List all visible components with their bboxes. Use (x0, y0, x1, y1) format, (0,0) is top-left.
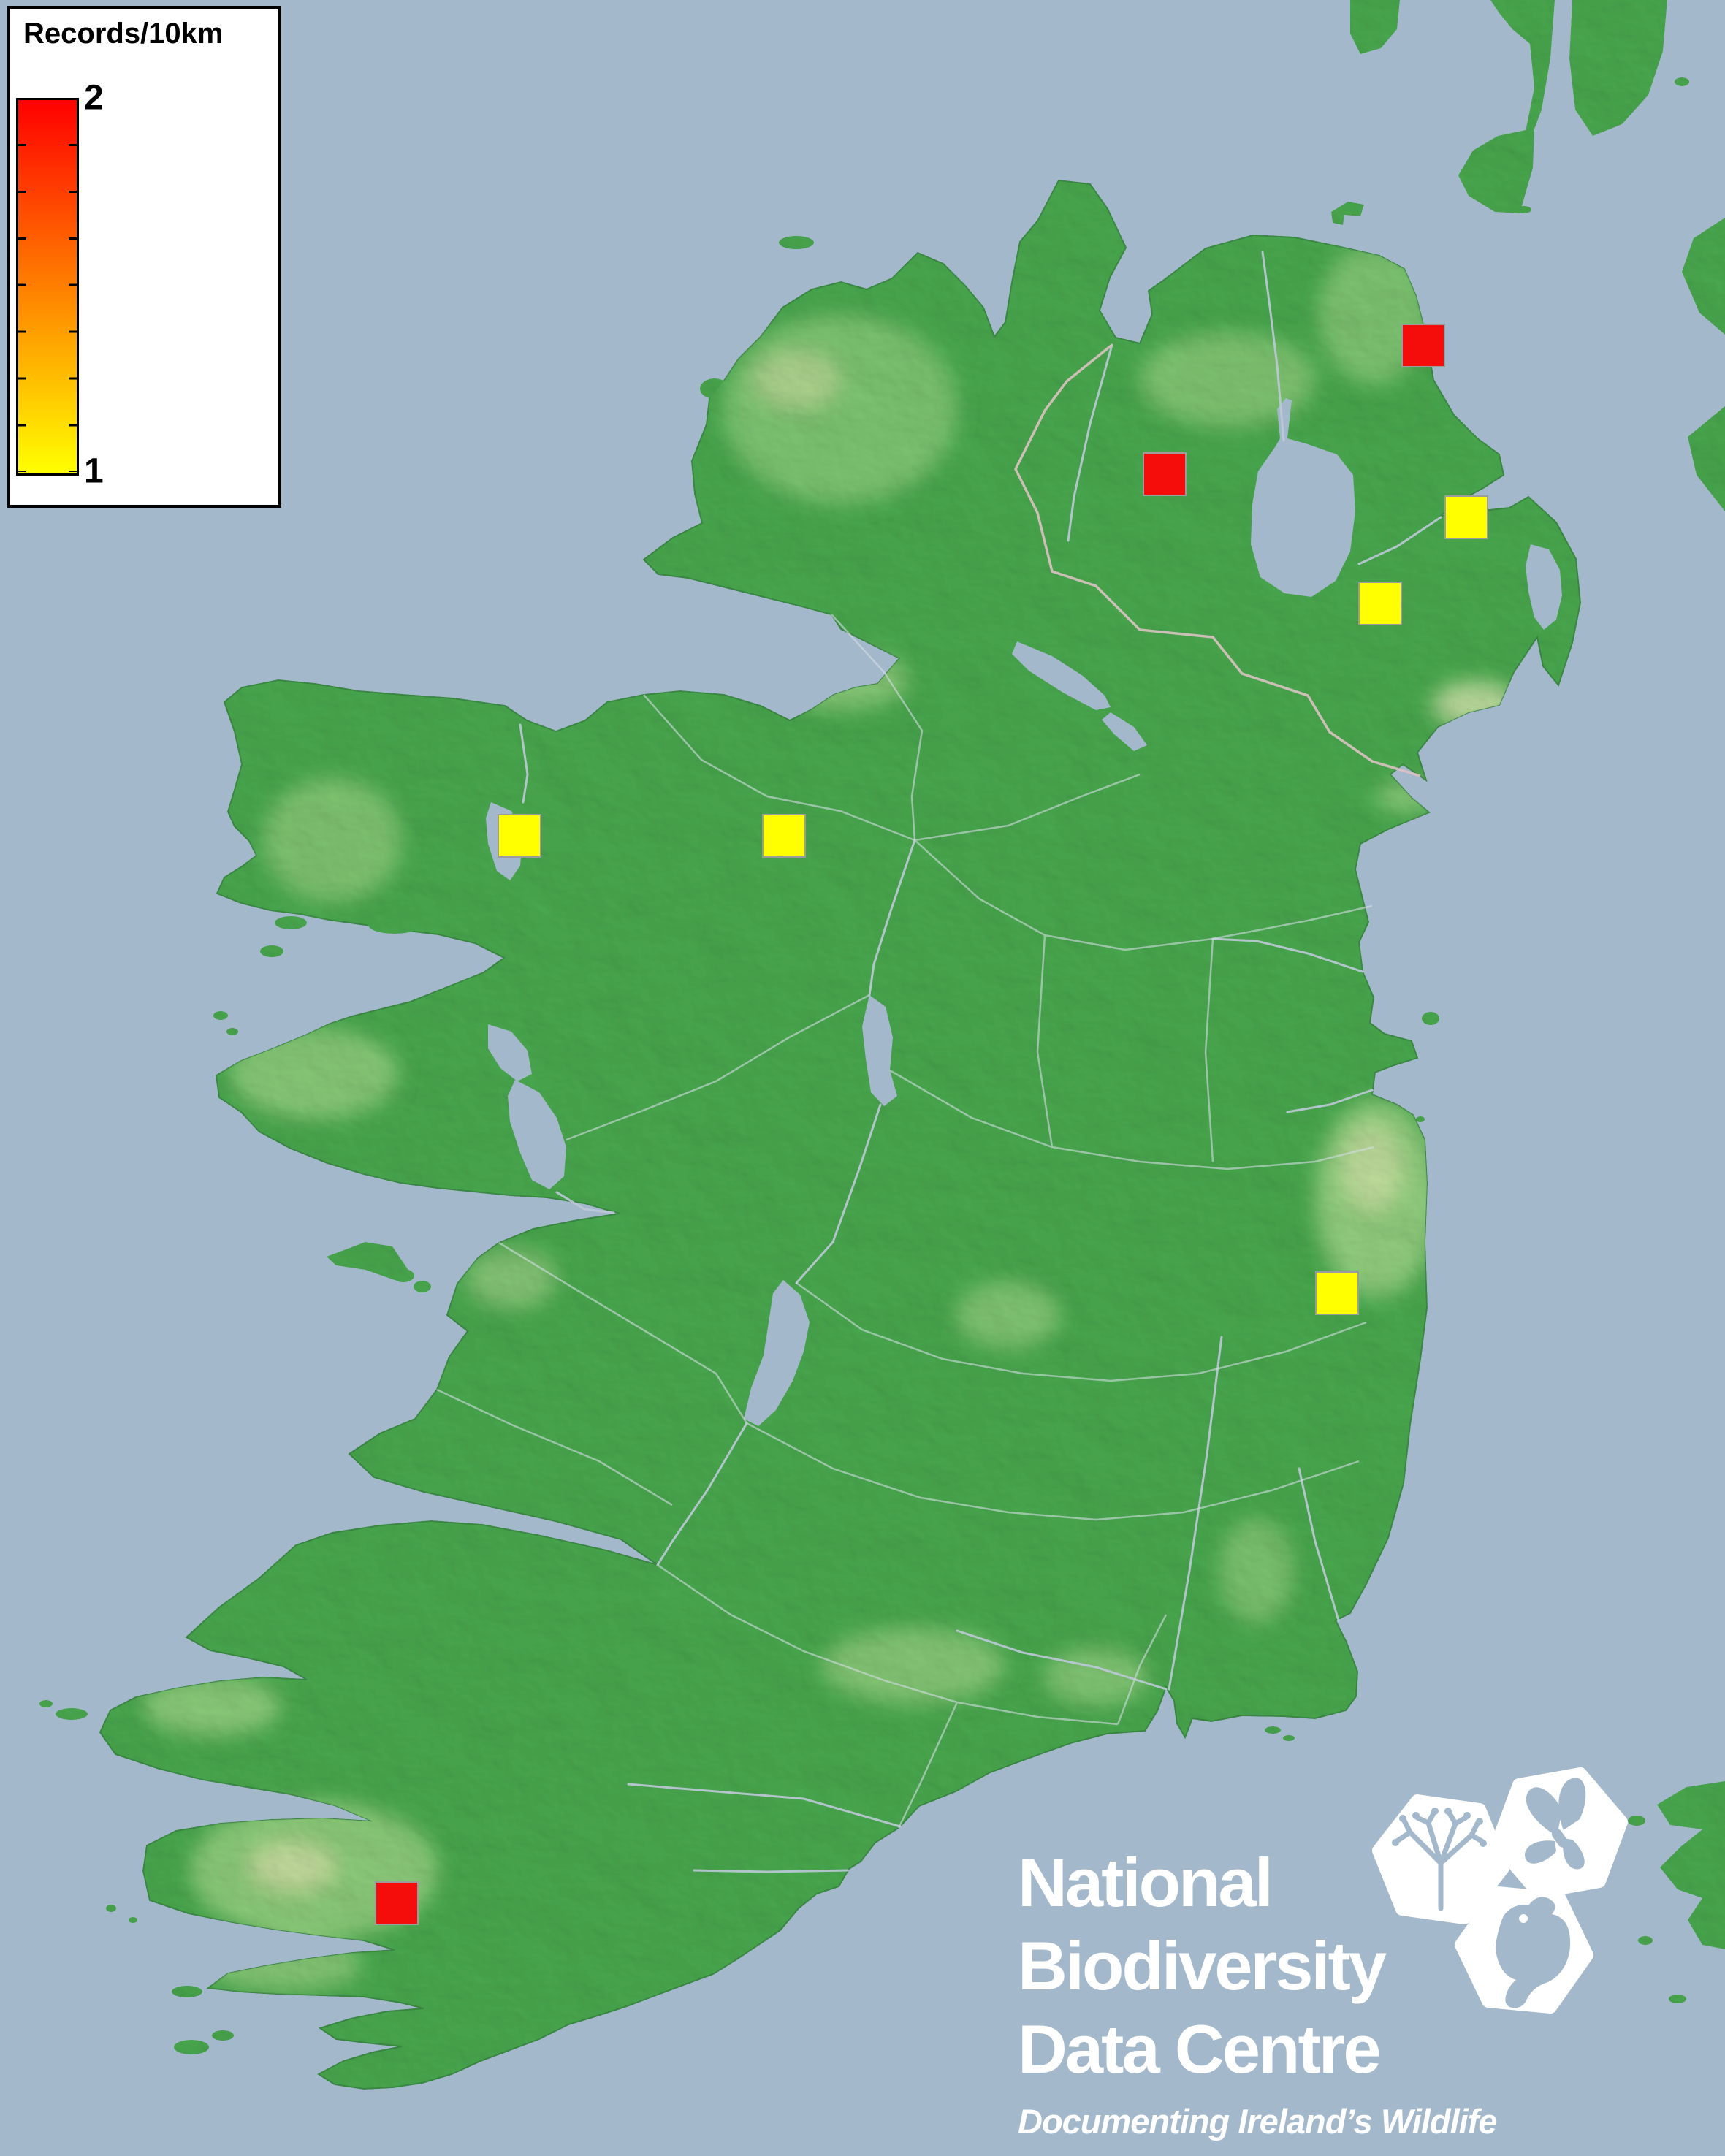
record-square-yellow[interactable] (498, 814, 541, 858)
record-square-yellow[interactable] (1358, 582, 1402, 625)
logo-line-1: National (1018, 1844, 1273, 1921)
lough-erne (1012, 641, 1111, 710)
scotland-coast (1350, 0, 1725, 511)
record-square-red[interactable] (1143, 452, 1187, 496)
lough-corrib (508, 1080, 566, 1189)
lough-neagh (1251, 398, 1355, 597)
record-square-red[interactable] (375, 1881, 419, 1925)
tree-hexagon (1372, 1794, 1509, 1924)
nbdc-logo-hexagons (1372, 1767, 1628, 2014)
butterfly-hexagon (1490, 1767, 1628, 1899)
seahorse-hexagon (1455, 1886, 1593, 2014)
legend-panel: Records/10km 2 1 (7, 6, 281, 508)
county-boundaries (436, 614, 1374, 1829)
logo-line-3: Data Centre (1018, 2011, 1382, 2087)
colorbar-ticks-left (18, 144, 26, 472)
colorbar-ticks-right (69, 144, 77, 472)
legend-colorbar (16, 98, 79, 476)
legend-title: Records/10km (23, 18, 224, 50)
lough-derg (744, 1280, 810, 1426)
landmass-group (39, 0, 1725, 2090)
nbdc-logo: National Biodiversity Data Centre Docume… (1018, 1841, 1498, 2141)
tree-icon (1394, 1810, 1485, 1911)
record-square-yellow[interactable] (1315, 1271, 1359, 1315)
ni-border (1014, 343, 1421, 777)
lough-ree (862, 995, 897, 1106)
butterfly-icon (1525, 1778, 1586, 1870)
legend-min-label: 1 (84, 452, 104, 491)
lough-mask (488, 1024, 532, 1081)
seahorse-icon (1496, 1897, 1571, 2008)
record-square-yellow[interactable] (762, 814, 806, 858)
record-square-red[interactable] (1401, 324, 1445, 367)
ireland-island (99, 179, 1582, 2090)
rivers (519, 251, 1442, 1873)
legend-max-label: 2 (84, 78, 104, 118)
lakes (486, 398, 1562, 1426)
wales-coast (1628, 1781, 1725, 2003)
record-square-yellow[interactable] (1444, 495, 1488, 539)
record-markers-layer[interactable] (375, 324, 1488, 1925)
irish-islands (39, 202, 1439, 2054)
logo-tagline: Documenting Ireland’s Wildlife (1018, 2102, 1498, 2141)
logo-line-2: Biodiversity (1018, 1927, 1387, 2004)
strangford-lough (1526, 544, 1562, 630)
